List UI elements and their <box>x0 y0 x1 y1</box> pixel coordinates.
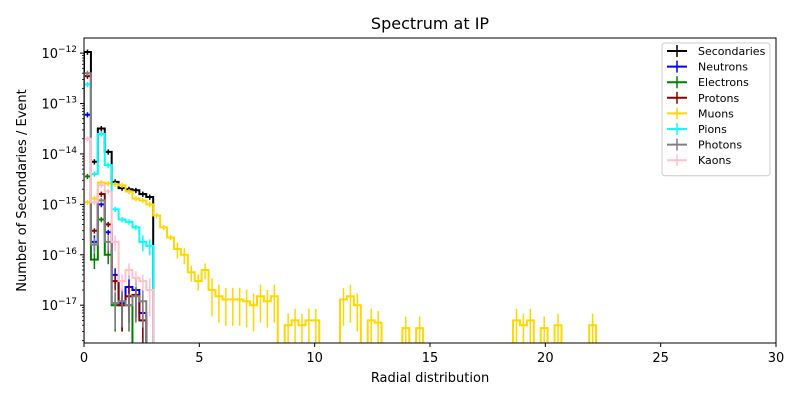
y-tick-label: 10−15 <box>41 196 77 213</box>
x-axis: 0 5 10 15 20 25 30 <box>80 343 784 366</box>
legend-item: Electrons <box>667 76 749 89</box>
series-kaons <box>84 136 155 343</box>
legend-label: Secondaries <box>698 45 766 58</box>
legend-item: Muons <box>667 107 734 120</box>
series-muons-line <box>84 181 598 343</box>
legend-item: Photons <box>667 138 742 152</box>
legend-item: Neutrons <box>667 60 748 74</box>
y-axis-label: Number of Secondaries / Event <box>15 89 30 291</box>
legend-label: Neutrons <box>698 61 748 74</box>
legend-item: Pions <box>667 123 727 136</box>
legend-label: Muons <box>698 107 734 120</box>
plot-series <box>84 49 598 343</box>
y-tick-label: 10−14 <box>41 146 77 163</box>
x-tick-label: 0 <box>80 351 88 366</box>
x-tick-label: 10 <box>306 351 323 366</box>
legend-item: Kaons <box>667 154 731 167</box>
legend: Secondaries Neutrons Electrons Protons Muons… <box>661 42 771 177</box>
legend-item: Protons <box>667 91 739 105</box>
x-tick-label: 5 <box>195 351 203 366</box>
x-tick-label: 15 <box>422 351 439 366</box>
series-pions <box>84 81 155 343</box>
legend-label: Photons <box>698 139 742 152</box>
legend-label: Protons <box>698 92 739 105</box>
y-tick-label: 10−13 <box>41 96 77 113</box>
legend-label: Pions <box>698 123 727 136</box>
legend-label: Kaons <box>698 154 731 167</box>
x-tick-label: 20 <box>537 351 554 366</box>
legend-box <box>661 42 771 177</box>
x-tick-label: 25 <box>652 351 669 366</box>
series-photons <box>84 70 148 343</box>
y-tick-label: 10−17 <box>41 297 77 314</box>
y-tick-label: 10−16 <box>41 247 77 264</box>
x-axis-label: Radial distribution <box>371 371 489 386</box>
y-axis: 10−12 10−13 10−14 10−15 10−16 10−17 <box>41 45 84 341</box>
legend-label: Electrons <box>698 76 749 89</box>
y-tick-label: 10−12 <box>41 45 77 62</box>
legend-item: Secondaries <box>667 45 766 58</box>
x-tick-label: 30 <box>768 351 785 366</box>
series-muons <box>84 180 598 343</box>
chart-title: Spectrum at IP <box>371 14 490 33</box>
